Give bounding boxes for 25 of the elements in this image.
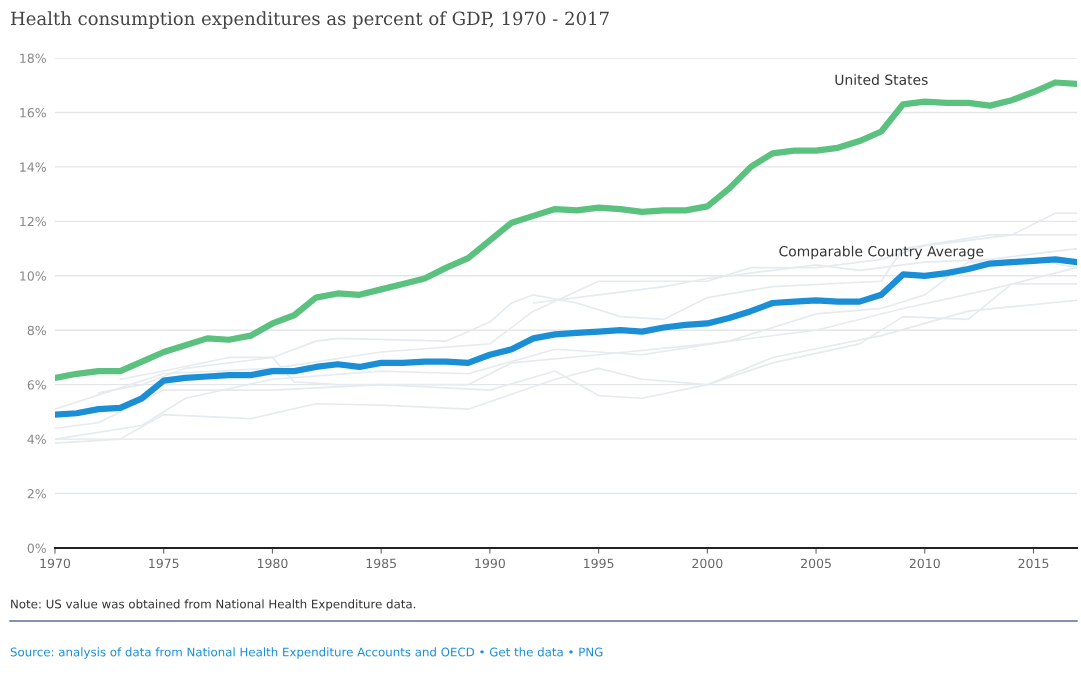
- x-tick-label: 2005: [801, 558, 831, 569]
- y-tick-label: 2%: [27, 489, 46, 499]
- y-tick-label: 18%: [20, 53, 46, 63]
- y-tick-label: 14%: [20, 162, 46, 172]
- y-tick-label: 4%: [27, 434, 46, 445]
- x-tick-label: 1970: [40, 558, 71, 569]
- x-tick-label: 2015: [1018, 558, 1049, 569]
- y-tick-label: 12%: [20, 216, 46, 227]
- y-tick-label: 8%: [27, 325, 46, 336]
- x-tick-label: 1995: [584, 558, 614, 569]
- y-tick-label: 10%: [20, 271, 46, 281]
- y-tick-label: 6%: [27, 380, 46, 390]
- x-tick-label: 2010: [909, 558, 940, 569]
- series-label: Comparable Country Average: [779, 245, 984, 260]
- x-tick-label: 2000: [692, 558, 723, 569]
- chart-title: Health consumption expenditures as percent of GDP, 1970 - 2017: [11, 11, 609, 29]
- y-tick-label: 16%: [20, 107, 46, 118]
- source-note: Source: analysis of data from National Health Expenditure Accounts and OECD • Get the data • PNG: [10, 647, 603, 659]
- x-tick-label: 1985: [366, 558, 396, 569]
- x-tick-label: 1980: [257, 558, 288, 569]
- y-tick-label: 0%: [27, 543, 46, 553]
- x-tick-label: 1990: [475, 558, 505, 569]
- text: Note: US value was obtained from National Health Expenditure data.: [11, 599, 416, 611]
- x-tick-label: 1975: [149, 558, 179, 569]
- series-label: United States: [835, 74, 928, 85]
